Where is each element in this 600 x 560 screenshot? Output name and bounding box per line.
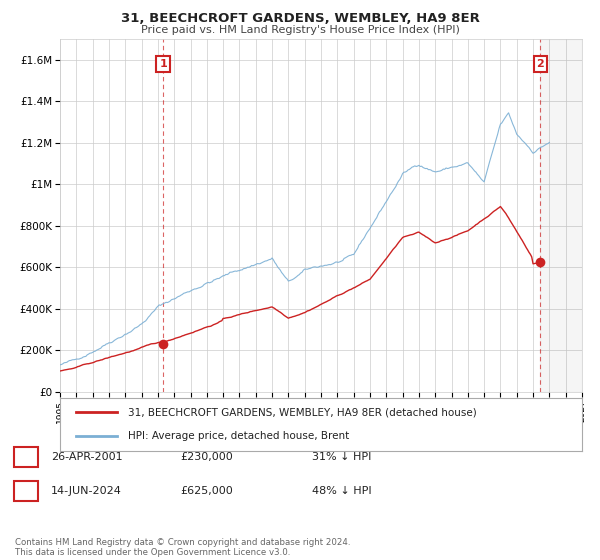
Text: 31, BEECHCROFT GARDENS, WEMBLEY, HA9 8ER (detached house): 31, BEECHCROFT GARDENS, WEMBLEY, HA9 8ER… <box>128 408 476 418</box>
Text: 1: 1 <box>159 59 167 69</box>
Text: 14-JUN-2024: 14-JUN-2024 <box>51 486 122 496</box>
Text: 26-APR-2001: 26-APR-2001 <box>51 452 122 462</box>
Text: Contains HM Land Registry data © Crown copyright and database right 2024.
This d: Contains HM Land Registry data © Crown c… <box>15 538 350 557</box>
Text: 1: 1 <box>23 452 30 462</box>
Text: 31, BEECHCROFT GARDENS, WEMBLEY, HA9 8ER: 31, BEECHCROFT GARDENS, WEMBLEY, HA9 8ER <box>121 12 479 25</box>
Text: HPI: Average price, detached house, Brent: HPI: Average price, detached house, Bren… <box>128 431 349 441</box>
Text: 48% ↓ HPI: 48% ↓ HPI <box>312 486 371 496</box>
Text: 2: 2 <box>23 486 30 496</box>
Text: £625,000: £625,000 <box>180 486 233 496</box>
Bar <box>541 39 582 392</box>
Text: 2: 2 <box>536 59 544 69</box>
Text: £230,000: £230,000 <box>180 452 233 462</box>
Text: 31% ↓ HPI: 31% ↓ HPI <box>312 452 371 462</box>
Text: Price paid vs. HM Land Registry's House Price Index (HPI): Price paid vs. HM Land Registry's House … <box>140 25 460 35</box>
